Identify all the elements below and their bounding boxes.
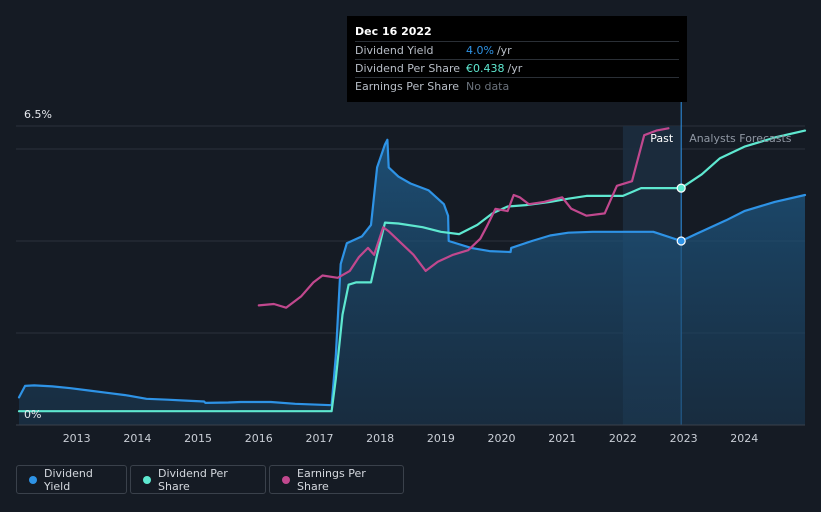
tooltip-row-earnings-per-share: Earnings Per Share No data xyxy=(355,77,679,95)
legend-dividend-yield[interactable]: Dividend Yield xyxy=(16,465,127,494)
x-tick-label: 2023 xyxy=(670,432,698,445)
legend-label: Earnings Per Share xyxy=(297,466,366,493)
x-tick-label: 2022 xyxy=(609,432,637,445)
tooltip-label: Dividend Per Share xyxy=(355,62,461,75)
hover-tooltip: Dec 16 2022 Dividend Yield 4.0% /yr Divi… xyxy=(347,16,687,102)
legend-dividend-per-share[interactable]: Dividend Per Share xyxy=(130,465,266,494)
dividend-yield-dot-icon xyxy=(29,475,37,484)
x-tick-label: 2019 xyxy=(427,432,455,445)
tooltip-label: Dividend Yield xyxy=(355,44,434,57)
y-tick-label: 6.5% xyxy=(24,108,52,121)
tooltip-row-dividend-yield: Dividend Yield 4.0% /yr xyxy=(355,41,679,59)
tooltip-unit: /yr xyxy=(496,44,512,57)
tooltip-value: €0.438 xyxy=(466,62,505,75)
x-tick-label: 2021 xyxy=(548,432,576,445)
x-tick-label: 2013 xyxy=(63,432,91,445)
tooltip-date: Dec 16 2022 xyxy=(355,25,432,38)
x-tick-label: 2020 xyxy=(488,432,516,445)
dividend-yield-area xyxy=(19,139,805,426)
legend-earnings-per-share[interactable]: Earnings Per Share xyxy=(269,465,404,494)
legend-label: Dividend Yield xyxy=(44,466,93,493)
x-tick-label: 2014 xyxy=(123,432,151,445)
dividend-yield-line xyxy=(17,138,807,407)
earnings-per-share-dot-icon xyxy=(282,475,290,484)
x-tick-label: 2017 xyxy=(305,432,333,445)
y-tick-label: 0% xyxy=(24,408,41,421)
tooltip-value: 4.0% xyxy=(466,44,494,57)
x-tick-label: 2015 xyxy=(184,432,212,445)
tooltip-row-dividend-per-share: Dividend Per Share €0.438 /yr xyxy=(355,59,679,77)
dividend-yield-marker xyxy=(676,236,686,246)
dividend-per-share-marker xyxy=(676,183,686,193)
past-region-label: Past xyxy=(650,132,674,145)
tooltip-value: No data xyxy=(466,80,510,93)
tooltip-label: Earnings Per Share xyxy=(355,80,460,93)
dividend-per-share-dot-icon xyxy=(143,475,151,484)
forecast-region-label: Analysts Forecasts xyxy=(689,132,792,145)
tooltip-unit: /yr xyxy=(507,62,523,75)
x-tick-label: 2018 xyxy=(366,432,394,445)
earnings-per-share-line xyxy=(257,127,670,309)
x-tick-label: 2024 xyxy=(730,432,758,445)
legend-label: Dividend Per Share xyxy=(158,466,228,493)
x-tick-label: 2016 xyxy=(245,432,273,445)
